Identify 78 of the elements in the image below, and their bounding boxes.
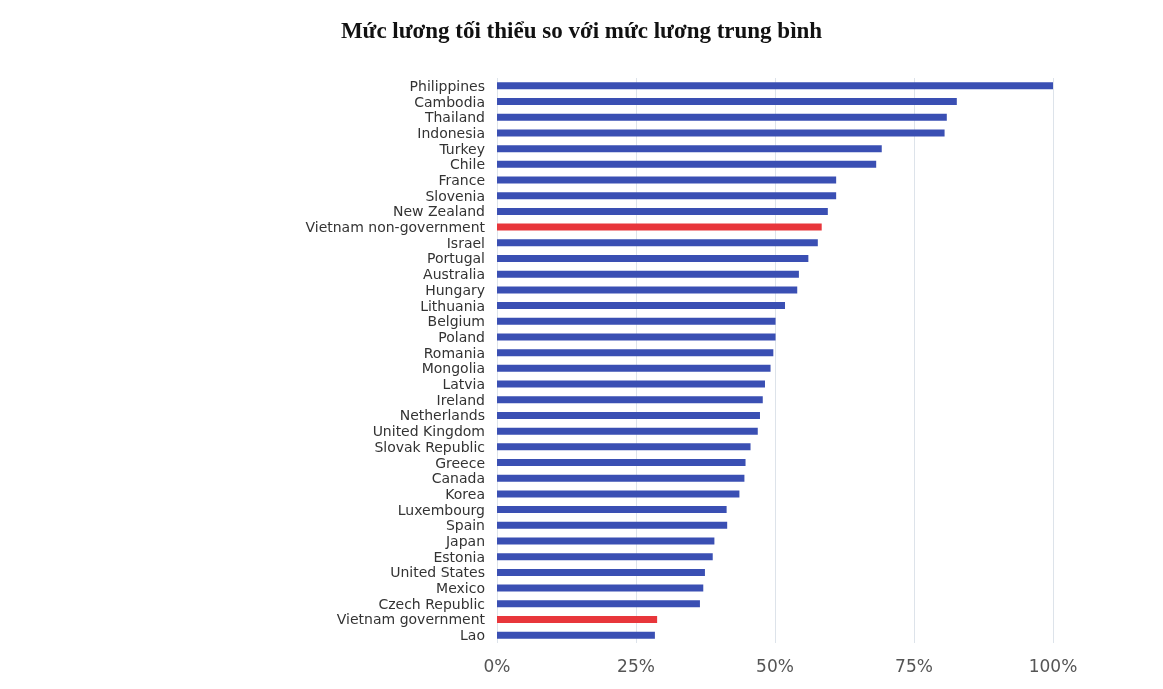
- bar: [497, 600, 700, 608]
- y-tick-label: Luxembourg: [397, 501, 485, 518]
- y-tick-label: Thailand: [423, 109, 485, 126]
- x-tick-label: 75%: [895, 655, 933, 676]
- y-tick-label: Estonia: [433, 548, 485, 565]
- bar: [497, 113, 947, 121]
- y-tick-label: Korea: [445, 485, 485, 502]
- y-tick-label: Mongolia: [421, 360, 485, 377]
- bar: [497, 302, 786, 310]
- y-tick-label: Slovak Republic: [374, 438, 485, 455]
- bar: [497, 129, 945, 137]
- bar: [497, 459, 746, 467]
- bar: [497, 223, 822, 231]
- y-tick-label: United Kingdom: [372, 423, 485, 440]
- y-tick-label: Spain: [445, 517, 485, 534]
- bar: [497, 584, 704, 592]
- bar: [497, 98, 957, 106]
- bar: [497, 145, 882, 153]
- bar: [497, 615, 658, 623]
- bar: [497, 333, 776, 341]
- bar: [497, 317, 776, 325]
- x-tick-label: 25%: [617, 655, 655, 676]
- y-tick-label: France: [438, 172, 485, 189]
- y-tick-label: Lithuania: [420, 297, 485, 314]
- bar: [497, 521, 728, 529]
- bar: [497, 490, 740, 498]
- bar: [497, 443, 751, 451]
- y-tick-label: Ireland: [436, 391, 485, 408]
- bar: [497, 239, 818, 247]
- y-tick-label: Philippines: [409, 77, 485, 94]
- bar: [497, 631, 655, 639]
- y-tick-label: Slovenia: [425, 187, 485, 204]
- chart-title: Mức lương tối thiểu so với mức lương trung bình: [340, 18, 823, 43]
- y-tick-label: Cambodia: [414, 93, 485, 110]
- y-tick-label: Israel: [446, 234, 485, 251]
- bar: [497, 349, 774, 357]
- y-tick-label: Mexico: [436, 580, 485, 597]
- bar: [497, 411, 760, 419]
- x-tick-label: 100%: [1028, 655, 1078, 676]
- x-tick-label: 0%: [483, 655, 511, 676]
- y-tick-label: Vietnam non-government: [305, 219, 486, 236]
- bar: [497, 82, 1053, 90]
- y-tick-label: Chile: [449, 156, 485, 173]
- bar: [497, 568, 705, 576]
- bar: [497, 553, 713, 561]
- y-tick-label: Hungary: [425, 281, 485, 298]
- bar: [497, 364, 771, 372]
- bar: [497, 270, 799, 278]
- bar: [497, 537, 715, 545]
- bar: [497, 176, 837, 184]
- y-tick-label: Turkey: [438, 140, 485, 157]
- bar: [497, 474, 745, 482]
- y-tick-label: Netherlands: [399, 407, 485, 424]
- y-tick-label: Latvia: [442, 376, 485, 393]
- y-tick-label: Japan: [444, 532, 485, 549]
- bar: [497, 506, 727, 514]
- y-tick-label: United States: [390, 564, 485, 581]
- bar: [497, 192, 837, 200]
- x-tick-label: 50%: [756, 655, 794, 676]
- bar: [497, 427, 758, 435]
- y-tick-label: Lao: [460, 627, 485, 644]
- y-tick-label: Belgium: [427, 313, 485, 330]
- y-tick-label: Indonesia: [417, 124, 485, 141]
- bar: [497, 160, 877, 168]
- y-tick-label: Greece: [435, 454, 485, 471]
- bar: [497, 380, 765, 388]
- y-tick-label: Romania: [423, 344, 485, 361]
- y-tick-label: Vietnam government: [336, 611, 486, 628]
- y-tick-label: New Zealand: [393, 203, 485, 220]
- bar: [497, 254, 809, 262]
- bar: [497, 207, 828, 215]
- y-tick-label: Portugal: [427, 250, 485, 267]
- y-tick-label: Poland: [438, 328, 485, 345]
- bar: [497, 286, 798, 294]
- bar: [497, 396, 763, 404]
- y-tick-label: Canada: [431, 470, 485, 487]
- y-tick-label: Australia: [423, 266, 485, 283]
- y-tick-label: Czech Republic: [378, 595, 485, 612]
